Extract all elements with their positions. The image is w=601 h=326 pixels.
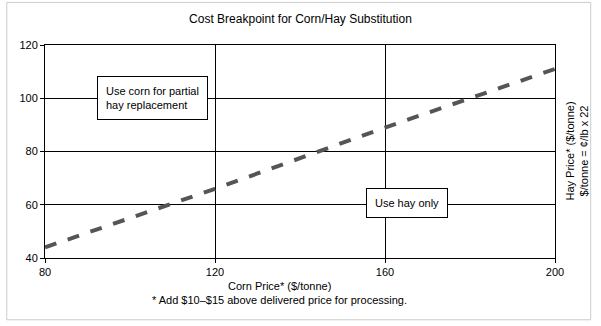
svg-text:120: 120 bbox=[19, 39, 37, 51]
svg-text:Use hay only: Use hay only bbox=[375, 197, 439, 209]
svg-text:200: 200 bbox=[546, 266, 564, 278]
svg-text:Use corn for partialhay replac: Use corn for partialhay replacement bbox=[106, 85, 199, 111]
svg-text:* Add $10–$15 above delivered: * Add $10–$15 above delivered price for … bbox=[152, 294, 407, 306]
svg-text:100: 100 bbox=[19, 92, 37, 104]
svg-text:120: 120 bbox=[206, 266, 224, 278]
svg-text:160: 160 bbox=[376, 266, 394, 278]
svg-text:Hay Price* ($/tonne)$/tonne =: Hay Price* ($/tonne)$/tonne = ¢/lb x 22 bbox=[564, 101, 590, 200]
svg-text:80: 80 bbox=[26, 145, 38, 157]
svg-text:Corn Price* ($/tonne): Corn Price* ($/tonne) bbox=[228, 280, 331, 292]
svg-text:Cost Breakpoint for Corn/Hay S: Cost Breakpoint for Corn/Hay Substitutio… bbox=[189, 12, 412, 26]
svg-text:60: 60 bbox=[26, 199, 38, 211]
svg-text:80: 80 bbox=[39, 266, 51, 278]
svg-text:40: 40 bbox=[26, 252, 38, 264]
